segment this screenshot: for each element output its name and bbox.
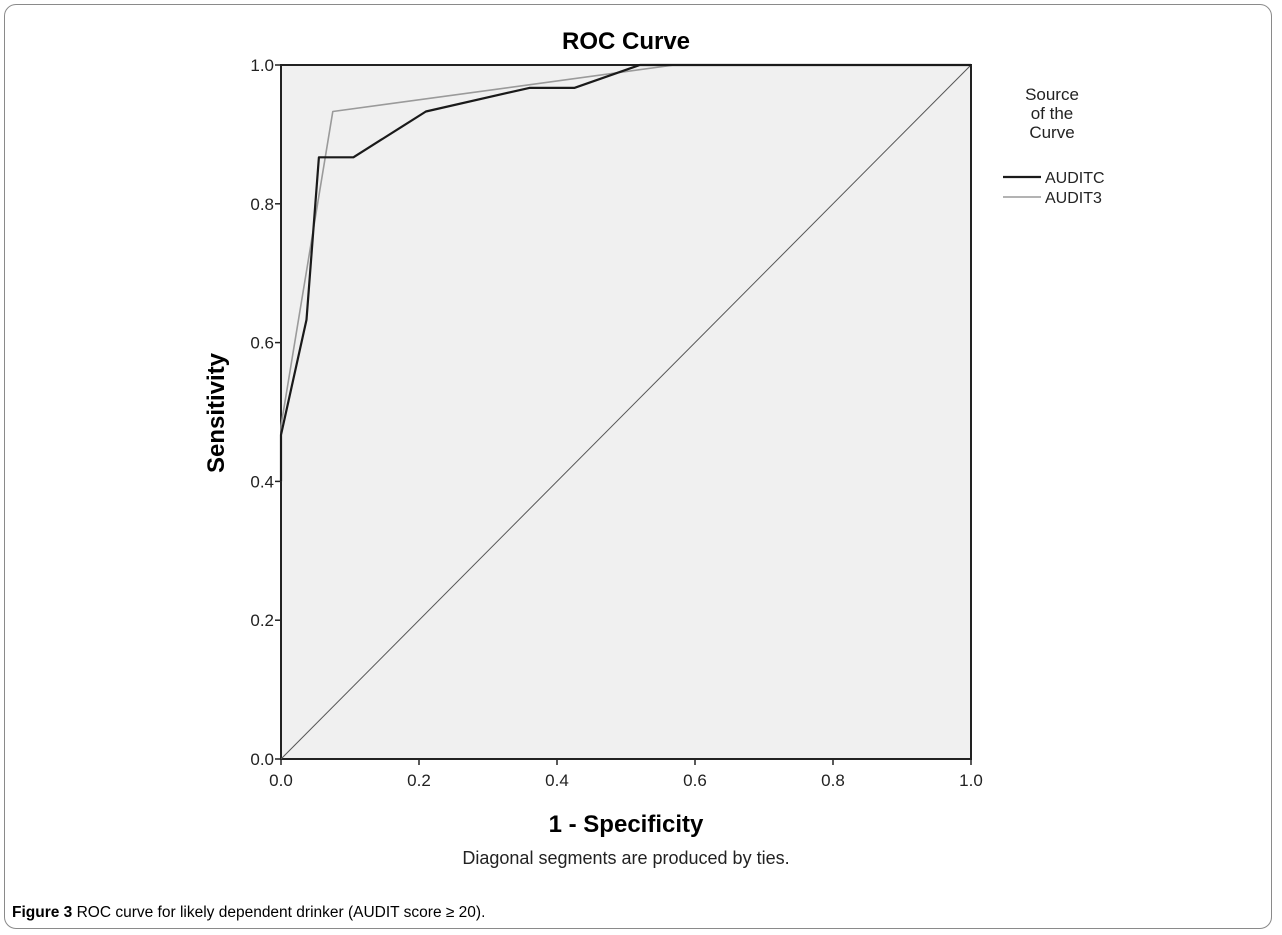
- x-tick-label: 0.0: [269, 771, 293, 790]
- reference-diagonal: [280, 64, 972, 760]
- caption-text: ROC curve for likely dependent drinker (…: [72, 904, 486, 921]
- series-layer: [279, 63, 971, 482]
- y-tick-label: 0.8: [250, 195, 274, 214]
- legend-label-audit3: AUDIT3: [1045, 190, 1102, 207]
- x-tick-label: 1.0: [959, 771, 983, 790]
- legend-label-auditc: AUDITC: [1045, 170, 1105, 187]
- x-tick-label: 0.2: [407, 771, 431, 790]
- roc-chart: ROC Curve 0.0 0.2 0.4 0.6 0.8 1.0 0.0 0.2 0.4 0.6…: [203, 28, 1105, 868]
- y-tick-label: 0.0: [250, 750, 274, 769]
- caption-label: Figure 3: [12, 904, 73, 921]
- axis-ticks: 0.0 0.2 0.4 0.6 0.8 1.0 0.0 0.2 0.4 0.6 0.8 1.0: [250, 56, 982, 790]
- y-axis-label: Sensitivity: [203, 352, 230, 473]
- legend-title-line: of the: [1031, 104, 1074, 123]
- chart-title: ROC Curve: [562, 28, 690, 55]
- legend-title-line: Curve: [1029, 123, 1074, 142]
- y-tick-label: 1.0: [250, 56, 274, 75]
- x-tick-label: 0.8: [821, 771, 845, 790]
- legend-title-line: Source: [1025, 85, 1079, 104]
- figure-frame: ROC Curve 0.0 0.2 0.4 0.6 0.8 1.0 0.0 0.2 0.4 0.6…: [4, 4, 1272, 929]
- x-tick-label: 0.4: [545, 771, 569, 790]
- series-line-auditc: [279, 63, 971, 482]
- chart-note: Diagonal segments are produced by ties.: [462, 848, 789, 868]
- y-tick-label: 0.2: [250, 611, 274, 630]
- y-tick-label: 0.4: [250, 472, 274, 491]
- figure-caption: Figure 3 ROC curve for likely dependent …: [12, 904, 485, 922]
- x-axis-label: 1 - Specificity: [549, 811, 704, 838]
- y-tick-label: 0.6: [250, 334, 274, 353]
- x-tick-label: 0.6: [683, 771, 707, 790]
